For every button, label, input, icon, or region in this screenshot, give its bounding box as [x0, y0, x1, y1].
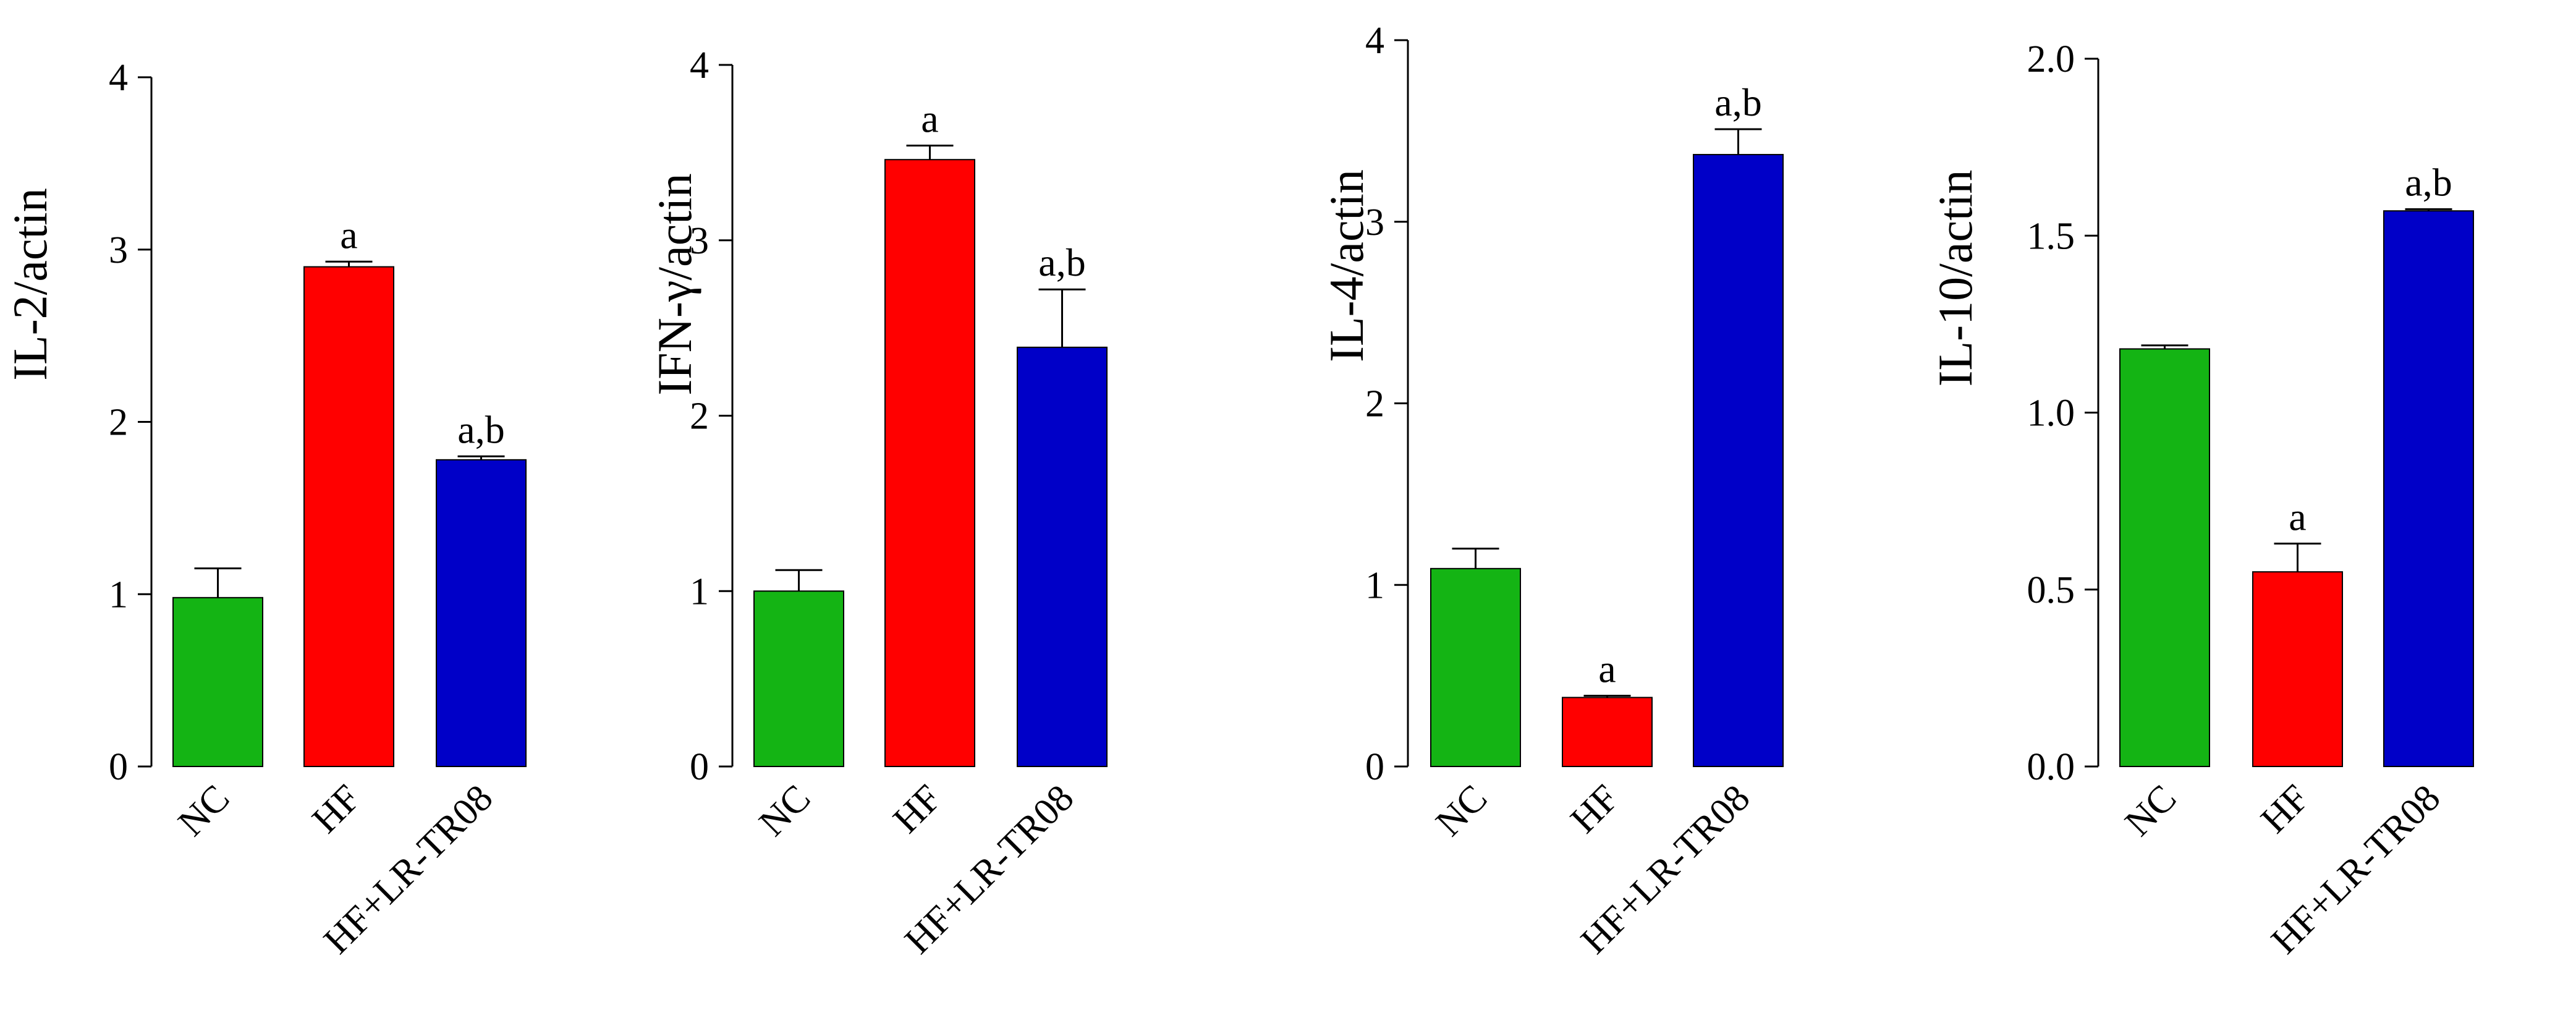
bar-hf — [2252, 571, 2343, 767]
significance-label: a — [921, 97, 938, 141]
y-tick-label: 0.5 — [2027, 569, 2075, 611]
x-category-label: HF — [2253, 777, 2317, 841]
y-tick-label: 1 — [690, 571, 709, 613]
significance-label: a — [340, 213, 357, 257]
y-tick-label: 4 — [109, 57, 128, 99]
y-tick-label: 1.0 — [2027, 393, 2075, 435]
bar-hf-lr-tr08 — [1693, 154, 1784, 767]
y-tick-label: 1.5 — [2027, 215, 2075, 257]
y-tick-label: 0 — [690, 746, 709, 788]
x-category-label: HF — [304, 777, 368, 841]
x-category-label: NC — [2117, 777, 2184, 844]
bar-hf — [884, 159, 975, 768]
x-category-label: NC — [170, 777, 237, 844]
bar-hf-lr-tr08 — [436, 459, 527, 767]
x-category-label: NC — [1428, 777, 1495, 844]
y-tick-label: 2 — [690, 396, 709, 438]
x-category-label: NC — [751, 777, 818, 844]
bar-hf — [1562, 697, 1653, 767]
bar-hf-lr-tr08 — [2383, 210, 2474, 767]
y-axis-title: IL-4/actin — [1320, 169, 1373, 362]
y-tick-label: 4 — [690, 45, 709, 87]
y-tick-label: 1 — [1365, 564, 1384, 606]
y-tick-label: 0 — [109, 746, 128, 788]
x-category-label: HF — [885, 777, 949, 841]
y-tick-label: 2.0 — [2027, 38, 2075, 80]
significance-label: a — [1598, 647, 1616, 690]
y-axis-title: IL-2/actin — [3, 188, 57, 381]
y-tick-label: 3 — [109, 229, 128, 271]
bar-nc — [2119, 348, 2210, 767]
y-tick-label: 1 — [109, 574, 128, 616]
y-axis-title: IFN-γ/actin — [648, 173, 701, 395]
y-tick-label: 3 — [1365, 202, 1384, 244]
y-tick-label: 0 — [1365, 746, 1384, 788]
significance-label: a — [2289, 495, 2306, 538]
bar-nc — [1430, 567, 1521, 767]
chart-panel-4: 0.00.51.01.52.0IL-10/actinNCaHFa,bHF+LR-… — [1928, 38, 2474, 962]
y-tick-label: 2 — [1365, 383, 1384, 425]
significance-label: a,b — [457, 407, 504, 451]
x-category-label: HF — [1562, 777, 1627, 841]
significance-label: a,b — [1714, 80, 1761, 124]
y-tick-label: 3 — [690, 220, 709, 262]
bar-hf — [303, 266, 394, 767]
y-tick-label: 0.0 — [2027, 746, 2075, 788]
significance-label: a,b — [2405, 160, 2452, 204]
bar-nc — [753, 590, 844, 767]
significance-label: a,b — [1038, 240, 1085, 284]
y-tick-label: 2 — [109, 402, 128, 444]
bar-hf-lr-tr08 — [1017, 346, 1108, 767]
y-axis-title: IL-10/actin — [1928, 170, 1982, 387]
y-tick-label: 4 — [1365, 20, 1384, 62]
bar-nc — [172, 597, 263, 767]
